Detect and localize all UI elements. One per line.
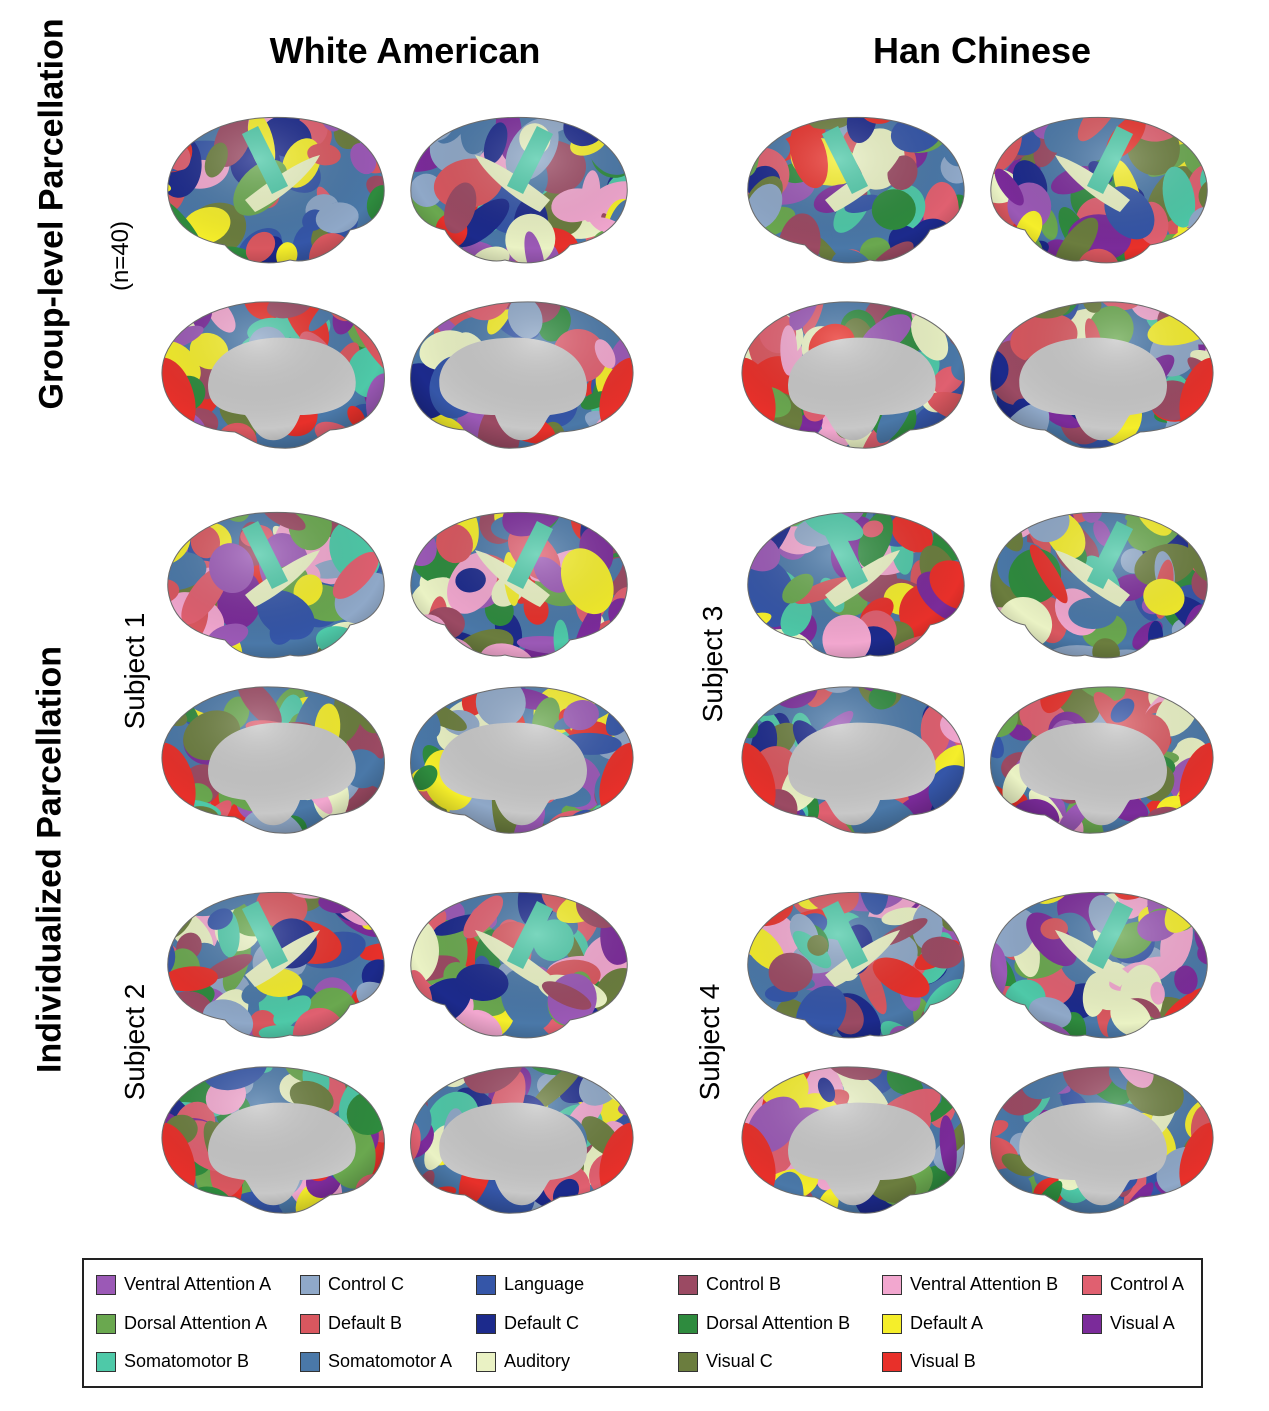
- legend-swatch: [96, 1274, 116, 1295]
- legend-label: Visual A: [1110, 1313, 1175, 1333]
- legend-swatch: [300, 1351, 320, 1372]
- legend-label: Control C: [328, 1274, 405, 1294]
- brain-lateral-view: [410, 116, 628, 264]
- brain-medial-view: [990, 1066, 1214, 1214]
- brain-lateral-view: [990, 511, 1208, 659]
- brain-medial-view: [161, 686, 385, 834]
- legend-swatch: [300, 1274, 320, 1295]
- brain-medial-view: [410, 1066, 634, 1214]
- legend-swatch: [882, 1274, 902, 1295]
- column-title-han-chinese: Han Chinese: [872, 30, 1092, 71]
- row-label-individualized-parcellation: Individualized Parcellation: [30, 646, 69, 1073]
- column-title-white-american: White American: [269, 30, 541, 71]
- legend-label: Visual B: [910, 1351, 976, 1371]
- legend-swatch: [300, 1313, 320, 1334]
- subject-label-4: Subject 4: [694, 983, 725, 1101]
- legend-swatch: [96, 1313, 116, 1334]
- legend-swatch: [678, 1351, 698, 1372]
- legend-swatch: [96, 1351, 116, 1372]
- legend-label: Dorsal Attention B: [706, 1313, 851, 1333]
- legend-swatch: [1082, 1313, 1102, 1334]
- subject-label-3: Subject 3: [697, 605, 728, 723]
- legend-label: Somatomotor A: [328, 1351, 453, 1371]
- legend-label: Default B: [328, 1313, 403, 1333]
- legend-swatch: [1082, 1274, 1102, 1295]
- legend-label: Visual C: [706, 1351, 773, 1371]
- brain-lateral-view: [747, 891, 965, 1039]
- brain-lateral-view: [990, 891, 1208, 1039]
- legend-item: Somatomotor A: [300, 1351, 452, 1372]
- legend-item: Language: [476, 1274, 584, 1295]
- legend-item: Default B: [300, 1313, 402, 1334]
- legend-label: Ventral Attention B: [910, 1274, 1059, 1294]
- legend-swatch: [476, 1313, 496, 1334]
- brain-medial-view: [161, 1066, 385, 1214]
- brain-medial-view: [741, 1066, 965, 1214]
- legend-label: Auditory: [504, 1351, 571, 1371]
- legend-swatch: [882, 1351, 902, 1372]
- legend-item: Default C: [476, 1313, 579, 1334]
- brain-medial-view: [741, 686, 965, 834]
- network-legend: Ventral Attention A Control C Language Cont…: [82, 1258, 1203, 1388]
- legend-swatch: [476, 1274, 496, 1295]
- brain-lateral-view: [410, 891, 628, 1039]
- legend-item: Ventral Attention B: [882, 1274, 1058, 1295]
- legend-item: Dorsal Attention A: [96, 1313, 267, 1334]
- legend-item: Visual B: [882, 1351, 976, 1372]
- legend-swatch: [882, 1313, 902, 1334]
- legend-item: Dorsal Attention B: [678, 1313, 850, 1334]
- brain-lateral-view: [747, 116, 965, 264]
- brain-lateral-view: [167, 891, 385, 1039]
- row-label-group-n: (n=40): [107, 220, 134, 292]
- row-label-group-parcellation: Group-level Parcellation: [32, 18, 71, 410]
- brain-lateral-view: [990, 116, 1208, 264]
- legend-item: Somatomotor B: [96, 1351, 249, 1372]
- legend-label: Somatomotor B: [124, 1351, 250, 1371]
- legend-item: Visual C: [678, 1351, 773, 1372]
- brain-medial-view: [990, 301, 1214, 449]
- legend-item: Auditory: [476, 1351, 570, 1372]
- legend-swatch: [678, 1274, 698, 1295]
- legend-item: Default A: [882, 1313, 983, 1334]
- brain-medial-view: [161, 301, 385, 449]
- brain-medial-view: [990, 686, 1214, 834]
- legend-label: Control B: [706, 1274, 782, 1294]
- legend-label: Dorsal Attention A: [124, 1313, 268, 1333]
- brain-medial-view: [410, 301, 634, 449]
- brain-lateral-view: [167, 116, 385, 264]
- legend-swatch: [678, 1313, 698, 1334]
- legend-item: Control A: [1082, 1274, 1184, 1295]
- brain-medial-view: [410, 686, 634, 834]
- subject-label-2: Subject 2: [119, 983, 150, 1101]
- legend-label: Default C: [504, 1313, 580, 1333]
- brain-lateral-view: [167, 511, 385, 659]
- legend-item: Control C: [300, 1274, 404, 1295]
- legend-label: Ventral Attention A: [124, 1274, 272, 1294]
- brain-lateral-view: [747, 511, 965, 659]
- legend-swatch: [476, 1351, 496, 1372]
- brain-medial-view: [741, 301, 965, 449]
- legend-label: Default A: [910, 1313, 984, 1333]
- brain-lateral-view: [410, 511, 628, 659]
- legend-label: Control A: [1110, 1274, 1185, 1294]
- subject-label-1: Subject 1: [119, 612, 150, 730]
- legend-label: Language: [504, 1274, 585, 1294]
- legend-item: Control B: [678, 1274, 781, 1295]
- legend-item: Ventral Attention A: [96, 1274, 271, 1295]
- legend-item: Visual A: [1082, 1313, 1175, 1334]
